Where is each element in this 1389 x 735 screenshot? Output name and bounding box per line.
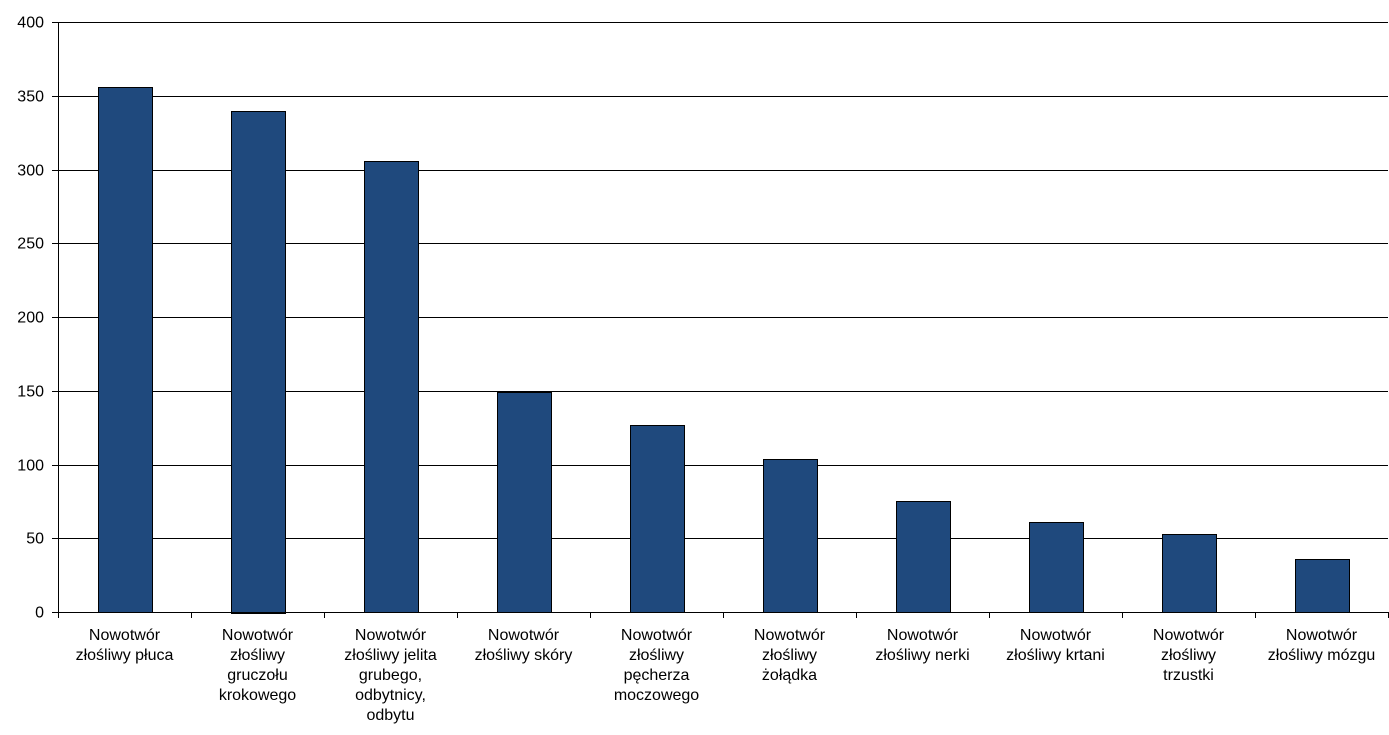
x-axis — [58, 612, 1389, 618]
x-tick-label-line: Nowotwór — [887, 627, 959, 644]
x-tick-label-line: żołądka — [762, 667, 817, 684]
x-tick-label-line: Nowotwór — [1286, 627, 1358, 644]
x-tick-label-line: złośliwy skóry — [475, 647, 573, 664]
x-tick-label-line: moczowego — [614, 687, 699, 704]
x-tick-label-line: Nowotwór — [89, 627, 161, 644]
x-tick-label-line: Nowotwór — [355, 627, 427, 644]
y-tick-label: 200 — [17, 310, 44, 327]
x-tick-label: Nowotwór złośliwy trzustki — [1153, 627, 1225, 684]
bar[interactable] — [1295, 559, 1350, 613]
x-tick-label-line: Nowotwór — [754, 627, 826, 644]
x-tick-label: Nowotwór złośliwy nerki — [875, 627, 969, 664]
bars — [98, 87, 1350, 614]
x-tick-label: Nowotwór złośliwy pęcherza moczowego — [614, 627, 699, 704]
y-axis: 0 50 100 150 200 250 300 350 400 — [17, 15, 59, 622]
x-tick-label: Nowotwór złośliwy gruczołu krokowego — [219, 627, 296, 704]
x-tick-label-line: Nowotwór — [488, 627, 560, 644]
x-tick-label-line: złośliwy — [1161, 647, 1216, 664]
x-tick-label-line: Nowotwór — [621, 627, 693, 644]
x-tick-label: Nowotwór złośliwy żołądka — [754, 627, 826, 684]
x-tick-label-line: grubego, — [359, 667, 422, 684]
bar[interactable] — [896, 501, 951, 613]
x-tick-label-line: pęcherza — [624, 667, 690, 684]
x-tick-label-line: trzustki — [1163, 667, 1214, 684]
y-tick-label: 300 — [17, 163, 44, 180]
x-tick-labels: Nowotwór złośliwy płuca Nowotwór złośliwy gr… — [76, 627, 1376, 724]
bar[interactable] — [497, 392, 552, 613]
bar[interactable] — [630, 425, 685, 613]
x-tick-label: Nowotwór złośliwy krtani — [1006, 627, 1105, 664]
x-tick-label-line: krokowego — [219, 687, 296, 704]
x-tick-label-line: odbytu — [366, 707, 414, 724]
bar[interactable] — [98, 87, 153, 613]
bar[interactable] — [231, 111, 286, 614]
y-tick-label: 150 — [17, 384, 44, 401]
x-tick-label-line: Nowotwór — [1020, 627, 1092, 644]
y-tick-label: 50 — [26, 531, 44, 548]
x-tick-label-line: złośliwy — [230, 647, 285, 664]
bar[interactable] — [1029, 522, 1084, 613]
x-tick-label-line: złośliwy jelita — [344, 647, 437, 664]
x-tick-label: Nowotwór złośliwy jelita grubego, odbytnicy… — [344, 627, 437, 724]
x-tick-label-line: złośliwy mózgu — [1268, 647, 1376, 664]
bar[interactable] — [763, 459, 818, 613]
x-tick-label-line: złośliwy krtani — [1006, 647, 1105, 664]
y-tick-label: 400 — [17, 15, 44, 32]
y-tick-label: 250 — [17, 236, 44, 253]
y-tick-label: 350 — [17, 89, 44, 106]
x-tick-label-line: Nowotwór — [1153, 627, 1225, 644]
y-tick-label: 0 — [35, 605, 44, 622]
x-tick-label: Nowotwór złośliwy mózgu — [1268, 627, 1376, 664]
x-tick-label-line: złośliwy płuca — [76, 647, 174, 664]
bar[interactable] — [1162, 534, 1217, 613]
x-tick-label-line: gruczołu — [227, 667, 287, 684]
x-tick-label-line: złośliwy nerki — [875, 647, 969, 664]
x-tick-label-line: złośliwy — [762, 647, 817, 664]
bar[interactable] — [364, 161, 419, 613]
x-tick-label-line: odbytnicy, — [355, 687, 426, 704]
x-tick-label: Nowotwór złośliwy skóry — [475, 627, 573, 664]
x-tick-label: Nowotwór złośliwy płuca — [76, 627, 174, 664]
y-tick-label: 100 — [17, 458, 44, 475]
x-tick-label-line: złośliwy — [629, 647, 684, 664]
x-tick-label-line: Nowotwór — [222, 627, 294, 644]
